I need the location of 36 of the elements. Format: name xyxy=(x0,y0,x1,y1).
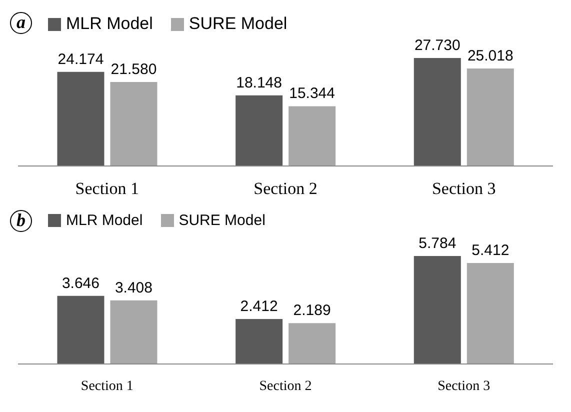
data-label: 25.018 xyxy=(467,48,514,65)
x-tick-label: Section 2 xyxy=(254,179,318,198)
data-label: 3.408 xyxy=(114,279,153,296)
bar xyxy=(236,318,283,364)
legend-label: MLR Model xyxy=(66,14,153,34)
bar xyxy=(110,82,158,166)
bar xyxy=(288,323,336,364)
data-label: 24.174 xyxy=(58,50,104,68)
data-label: 18.148 xyxy=(236,74,282,92)
data-label: 21.580 xyxy=(110,60,157,78)
data-label: 2.189 xyxy=(293,302,331,320)
data-label: 27.730 xyxy=(414,37,460,54)
bar xyxy=(57,296,104,364)
legend-label: MLR Model xyxy=(66,212,143,229)
bar xyxy=(57,72,104,166)
bar xyxy=(110,300,158,364)
x-tick-label: Section 1 xyxy=(75,179,140,198)
x-tick-label: Section 3 xyxy=(438,378,490,394)
data-label: 3.646 xyxy=(62,274,100,292)
bar xyxy=(466,262,514,364)
bar xyxy=(288,106,336,166)
x-tick-label: Section 2 xyxy=(259,378,312,394)
data-label: 5.784 xyxy=(418,235,456,252)
bar xyxy=(414,256,461,364)
legend-label: SURE Model xyxy=(188,14,288,34)
legend-label: SURE Model xyxy=(178,212,266,229)
bar xyxy=(414,58,461,166)
data-label: 2.412 xyxy=(240,298,278,315)
x-tick-label: Section 1 xyxy=(80,378,134,394)
x-tick-label: Section 3 xyxy=(432,179,496,198)
bar xyxy=(236,95,283,166)
text: a xyxy=(10,12,32,34)
data-label: 15.344 xyxy=(289,85,336,102)
data-label: 5.412 xyxy=(472,242,510,259)
bar xyxy=(466,68,514,166)
text: b xyxy=(10,210,32,232)
